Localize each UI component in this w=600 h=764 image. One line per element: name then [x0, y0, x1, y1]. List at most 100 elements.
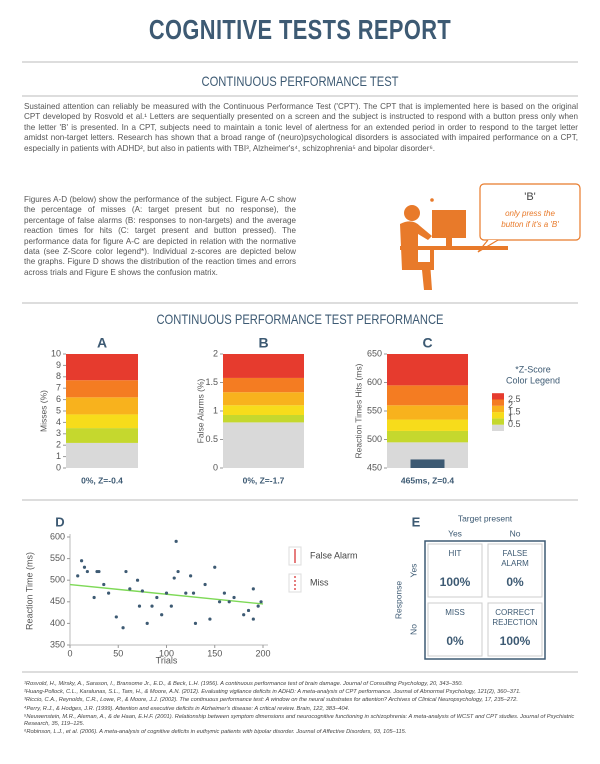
legend-title: Color Legend [506, 375, 560, 385]
point [76, 574, 80, 578]
point [213, 565, 217, 569]
legend-swatch [492, 405, 504, 413]
norm-band [66, 397, 138, 415]
norm-band [387, 430, 468, 443]
y-tick-label: 550 [367, 405, 382, 415]
point [242, 613, 246, 617]
footnote: ⁴Perry, R.J., & Hodges, J.R. (1999). Att… [24, 705, 350, 712]
legend-label: 1 [508, 413, 513, 423]
point [150, 604, 154, 608]
norm-band [66, 414, 138, 429]
point [169, 604, 173, 608]
point [160, 613, 164, 617]
point [174, 539, 178, 543]
y-tick-label: 1 [213, 405, 218, 415]
norm-band [223, 354, 304, 378]
footnotes: ¹Rosvold, H., Mirsky, A., Sarason, I., B… [24, 681, 580, 737]
point [217, 600, 222, 604]
point [121, 626, 125, 630]
row-label: Yes [408, 564, 418, 578]
legend-title: *Z-Score [515, 364, 551, 374]
paragraph: Figures A-D (below) show the performance… [24, 195, 296, 277]
bar [410, 459, 445, 468]
cell-value: 100% [440, 575, 471, 589]
x-tick-label: 50 [113, 648, 123, 658]
matrix-cell [487, 602, 543, 657]
legend-swatch [492, 412, 504, 419]
y-axis-label: Reaction Times Hits (ms) [353, 363, 363, 458]
section-title: CONTINUOUS PERFORMANCE TEST [201, 73, 399, 89]
legend-box [288, 546, 302, 566]
bubble-text: only press the [505, 209, 555, 218]
y-axis-label: Misses (%) [38, 390, 48, 432]
norm-band [223, 392, 304, 406]
y-tick-label: 500 [50, 575, 65, 585]
matrix-cell [487, 543, 543, 598]
value-label: 0%, Z=-1.7 [243, 475, 285, 485]
x-axis-label: Trials [156, 655, 178, 665]
legend-label: 0.5 [508, 419, 521, 429]
point [193, 621, 198, 626]
bubble-text: button if it's a 'B' [501, 220, 559, 229]
footnote: ⁵Neuwenstein, M.R., Aleman, A., & de Haa… [24, 713, 575, 727]
point [135, 578, 140, 582]
legend-box [288, 573, 302, 593]
cell-label: MISS [445, 608, 465, 617]
point [189, 574, 193, 578]
point [137, 604, 142, 608]
point [114, 615, 118, 619]
y-tick-label: 450 [50, 596, 65, 606]
chart-title: A [97, 335, 107, 351]
y-tick-label: 8 [56, 371, 61, 381]
point [208, 617, 212, 621]
point [222, 591, 226, 595]
y-tick-label: 450 [367, 462, 382, 472]
y-tick-label: 1.5 [205, 377, 218, 387]
footnote: ³Riccio, C.A., Reynolds, C.R., Lowe, P.,… [24, 697, 518, 704]
point [232, 595, 236, 600]
y-tick-label: 600 [367, 377, 382, 387]
norm-band [387, 419, 468, 431]
point [92, 595, 96, 600]
x-tick-label: 0 [67, 648, 72, 658]
x-tick-label: 200 [255, 648, 270, 658]
footnote: ⁶Robinson, L.J., et al. (2006). A meta-a… [24, 728, 407, 735]
y-tick-label: 9 [56, 360, 61, 370]
legend-label: 2 [508, 400, 513, 410]
point [124, 569, 128, 574]
y-axis-label: Reaction Time (ms) [24, 552, 34, 630]
chart-title: B [258, 335, 268, 351]
matrix-title: E [412, 514, 421, 529]
row-label: No [408, 624, 418, 635]
col-label: Yes [448, 528, 462, 538]
y-tick-label: 0.5 [205, 434, 218, 444]
y-tick-label: 550 [50, 553, 65, 563]
cell-label: CORRECT [495, 608, 535, 617]
cell-value: 100% [500, 634, 531, 648]
norm-band [387, 385, 468, 406]
point [79, 559, 84, 563]
point [256, 604, 260, 608]
point [155, 595, 159, 600]
point [176, 569, 180, 574]
y-tick-label: 5 [56, 405, 61, 415]
legend-swatch [492, 418, 504, 425]
cell-label: HIT [449, 549, 462, 558]
matrix-cell [427, 602, 483, 657]
y-tick-label: 7 [56, 383, 61, 393]
y-tick-label: 0 [56, 462, 61, 472]
y-tick-label: 350 [50, 639, 65, 649]
point [140, 589, 144, 593]
cell-value: 0% [506, 575, 524, 589]
point [184, 591, 188, 595]
norm-band [223, 414, 304, 423]
point [227, 600, 231, 604]
chart-title: D [55, 514, 64, 529]
y-tick-label: 2 [213, 348, 218, 358]
norm-band [66, 442, 138, 468]
y-tick-label: 0 [213, 462, 218, 472]
col-header: Target present [458, 513, 513, 523]
point [145, 621, 149, 626]
illustration [400, 183, 581, 290]
